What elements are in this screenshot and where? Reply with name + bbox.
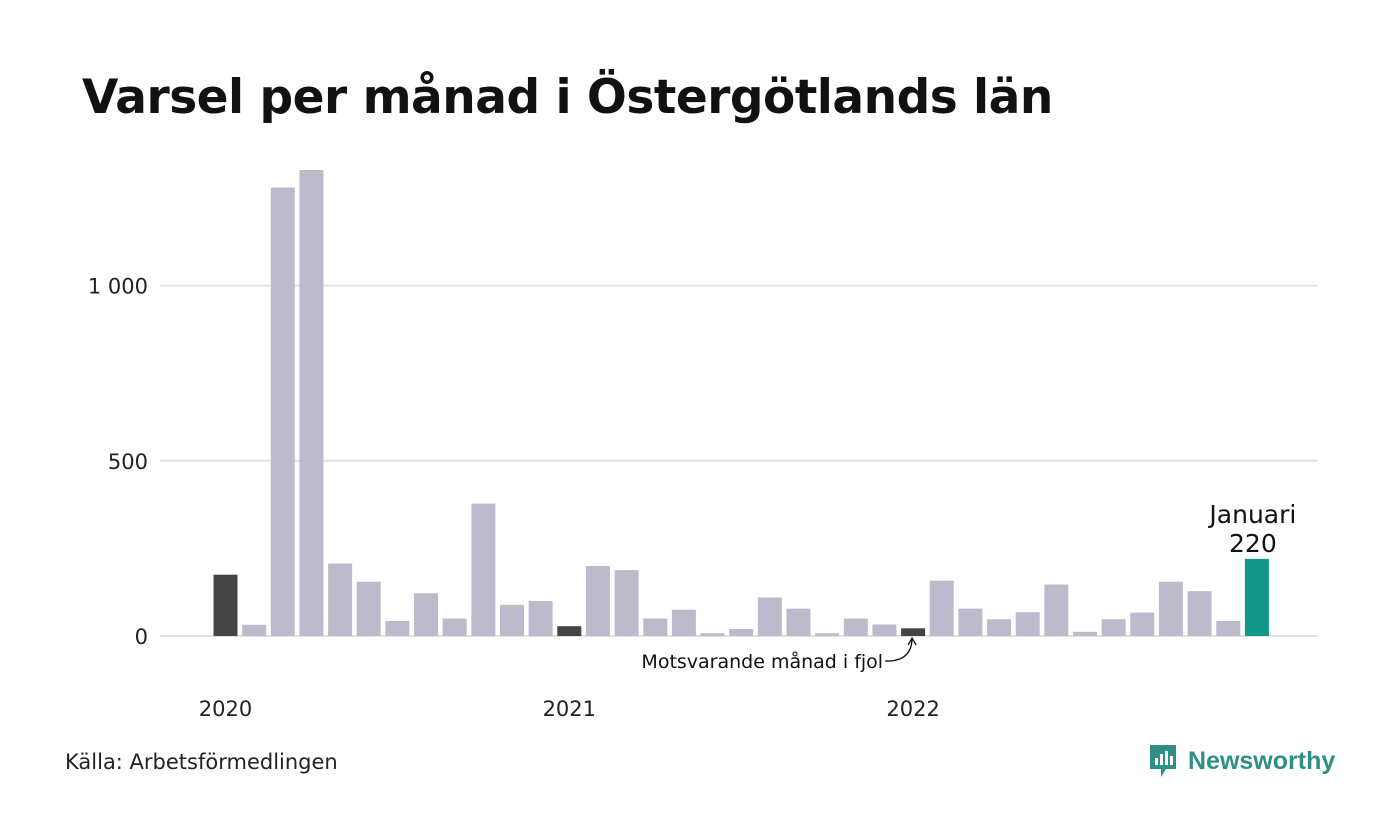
bar xyxy=(671,609,696,636)
x-axis: 2020 2021 2022 xyxy=(199,697,940,721)
bar xyxy=(1158,581,1183,636)
bar xyxy=(614,570,639,636)
bar xyxy=(299,170,324,636)
bar xyxy=(585,565,610,636)
bar xyxy=(901,628,926,636)
bar xyxy=(929,580,954,636)
newsworthy-logo-icon xyxy=(1150,745,1176,777)
bar xyxy=(843,618,868,636)
bar xyxy=(356,581,381,636)
y-tick-label: 1 000 xyxy=(88,275,148,299)
bar xyxy=(414,593,439,636)
bar xyxy=(1044,584,1069,636)
y-tick-label: 0 xyxy=(135,625,148,649)
y-tick-label: 500 xyxy=(108,450,148,474)
bar xyxy=(815,633,840,636)
bar xyxy=(872,624,897,636)
bar xyxy=(786,608,811,636)
bar xyxy=(643,618,668,636)
bar xyxy=(242,624,267,636)
x-tick-label: 2020 xyxy=(199,697,252,721)
annotation-previous-year: Motsvarande månad i fjol xyxy=(641,650,883,673)
bar xyxy=(1015,612,1040,636)
bar xyxy=(1130,612,1155,636)
bar xyxy=(1187,591,1212,636)
bar xyxy=(729,628,754,636)
bar xyxy=(213,574,238,636)
bar xyxy=(328,563,353,636)
bar xyxy=(1101,619,1126,636)
bar xyxy=(987,619,1012,636)
bar xyxy=(1073,631,1097,636)
bar xyxy=(1216,620,1241,636)
source-note: Källa: Arbetsförmedlingen xyxy=(65,750,338,774)
bars xyxy=(213,170,1269,636)
annotation-arrow-head xyxy=(907,636,917,646)
brand-name: Newsworthy xyxy=(1188,746,1336,775)
brand-logo: Newsworthy xyxy=(1148,743,1335,779)
bar xyxy=(528,600,553,636)
chart-title: Varsel per månad i Östergötlands län xyxy=(82,70,1053,125)
annotation-current-month: Januari xyxy=(1207,500,1296,529)
bar xyxy=(757,597,782,636)
x-tick-label: 2022 xyxy=(886,697,939,721)
annotation-current-month: 220 xyxy=(1229,529,1277,558)
bar xyxy=(1244,558,1269,636)
bar xyxy=(442,618,467,636)
bar xyxy=(471,503,496,636)
y-axis: 0 500 1 000 xyxy=(88,275,148,649)
x-tick-label: 2021 xyxy=(543,697,596,721)
bar xyxy=(700,633,725,636)
annotation-arrow xyxy=(885,638,913,662)
bar xyxy=(557,626,582,636)
bar xyxy=(270,187,295,636)
bar xyxy=(958,608,983,636)
bar xyxy=(385,620,410,636)
bar xyxy=(500,604,524,636)
